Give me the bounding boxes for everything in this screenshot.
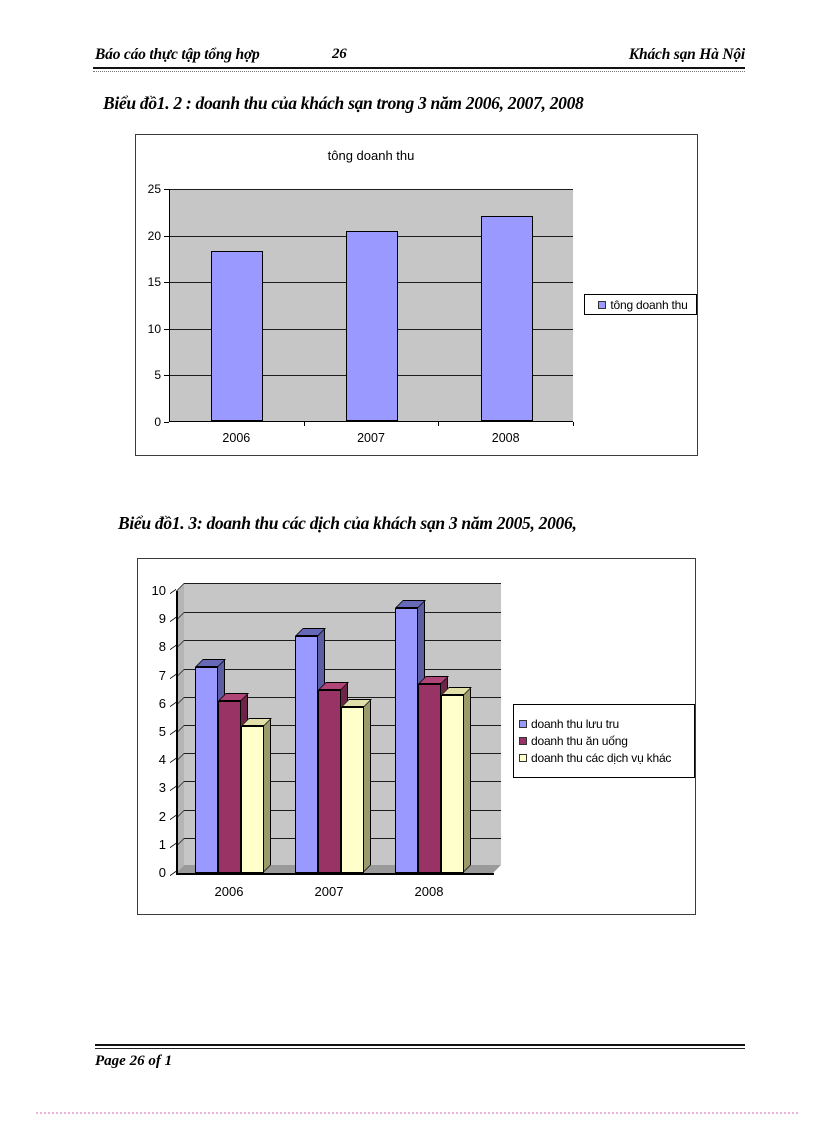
y-label-0: 0: [154, 415, 161, 429]
y-tick-5: [164, 375, 169, 377]
bar-side-2007-2: [363, 699, 371, 873]
y-axis-line: [176, 591, 178, 874]
y-label-2: 2: [158, 808, 166, 824]
x-label-2008: 2008: [414, 884, 444, 899]
chart2-caption: Biểu đồ1. 3: doanh thu các dịch của khác…: [118, 513, 577, 533]
y-label-4: 4: [158, 752, 166, 768]
bar-front-2007-1: [318, 690, 341, 873]
x-label-2007: 2007: [314, 884, 344, 899]
chart-title: tông doanh thu: [327, 148, 415, 163]
bar-front-2007-0: [295, 636, 318, 873]
x-label-2007: 2007: [357, 431, 385, 445]
legend-item-0: doanh thu lưu tru: [519, 717, 691, 731]
y-label-5: 5: [154, 368, 161, 383]
y-label-10: 10: [147, 321, 161, 336]
x-axis-line: [176, 873, 494, 875]
y-tick-10: [164, 328, 169, 330]
y-tick-25: [164, 189, 169, 190]
chart1-total-revenue: tông doanh thu 2006 2007 2008 0 5 10 15 20 25 tông…: [135, 134, 698, 456]
x-tick-2: [573, 422, 574, 426]
bar-front-2006-1: [218, 701, 241, 873]
gridline-25: [170, 189, 573, 190]
chart2-service-revenue-3d: 2006 2007 2008 0 1 2 3 4 5 6 7 8 9 10 doanh thu lưu tr…: [137, 558, 696, 915]
y-label-9: 9: [158, 611, 166, 627]
legend-label-2: doanh thu các dịch vụ khác: [531, 751, 672, 765]
y-label-15: 15: [147, 275, 161, 290]
y-label-1: 1: [158, 836, 166, 852]
footer-rule: [95, 1044, 745, 1049]
x-label-2008: 2008: [491, 431, 520, 445]
legend-item-2: doanh thu các dịch vụ khác: [519, 751, 691, 765]
bar-front-2006-2: [241, 726, 264, 873]
bar-side-2006-2: [263, 718, 271, 873]
y-tick-20: [164, 235, 169, 237]
bar-side-2008-2: [463, 687, 471, 873]
legend-label: tông doanh thu: [610, 297, 688, 312]
bar-front-2008-2: [441, 695, 464, 873]
bar-front-2007-2: [341, 707, 364, 873]
bar-front-2008-0: [395, 608, 418, 873]
page-footer-text: Page 26 of 1: [95, 1053, 173, 1069]
plot-area: [169, 189, 573, 422]
y-label-7: 7: [158, 667, 166, 683]
y-label-10: 10: [151, 583, 166, 598]
legend-item-1: doanh thu ăn uống: [519, 734, 691, 748]
legend-marker-icon: [598, 300, 607, 309]
x-tick-1: [438, 422, 440, 426]
chart1-caption: Biểu đồ1. 2 : doanh thu của khách sạn tr…: [103, 93, 584, 113]
wall-gridline-7: [184, 668, 501, 670]
y-label-0: 0: [158, 865, 166, 880]
y-label-8: 8: [158, 639, 166, 655]
bar-front-2008-1: [418, 684, 441, 873]
y-label-5: 5: [158, 724, 166, 739]
page-break-dots: [36, 1112, 798, 1115]
header-page-number: 26: [332, 46, 347, 62]
bar-2006: [211, 251, 263, 421]
header-hotel-name: Khách sạn Hà Nội: [628, 46, 745, 63]
x-label-2006: 2006: [214, 884, 244, 899]
y-label-6: 6: [158, 695, 166, 711]
legend-item: tông doanh thu: [598, 297, 688, 312]
legend-marker-icon-1: [519, 737, 527, 745]
page-header: Báo cáo thực tập tổng hợp 26 Khách sạn H…: [95, 46, 745, 66]
bar-2007: [346, 231, 398, 421]
y-tick-0: [164, 422, 169, 423]
legend-box: tông doanh thu: [584, 294, 697, 315]
header-rule: [93, 67, 745, 72]
header-report-title: Báo cáo thực tập tổng hợp: [95, 46, 260, 63]
legend-label-1: doanh thu ăn uống: [531, 734, 628, 748]
x-tick-0: [303, 422, 305, 426]
y-label-3: 3: [158, 780, 166, 796]
legend-marker-icon-0: [519, 720, 527, 728]
legend-box: doanh thu lưu tru doanh thu ăn uống doanh …: [513, 704, 695, 778]
wall-gridline-9: [184, 612, 501, 614]
x-label-2006: 2006: [222, 431, 251, 445]
wall-gridline-8: [184, 640, 501, 642]
legend-marker-icon-2: [519, 754, 527, 762]
y-tick-15: [164, 282, 169, 284]
bar-2008: [481, 216, 533, 421]
y-label-25: 25: [147, 182, 161, 196]
bar-front-2006-0: [195, 667, 218, 873]
y-label-20: 20: [147, 228, 161, 243]
legend-label-0: doanh thu lưu tru: [531, 717, 620, 731]
